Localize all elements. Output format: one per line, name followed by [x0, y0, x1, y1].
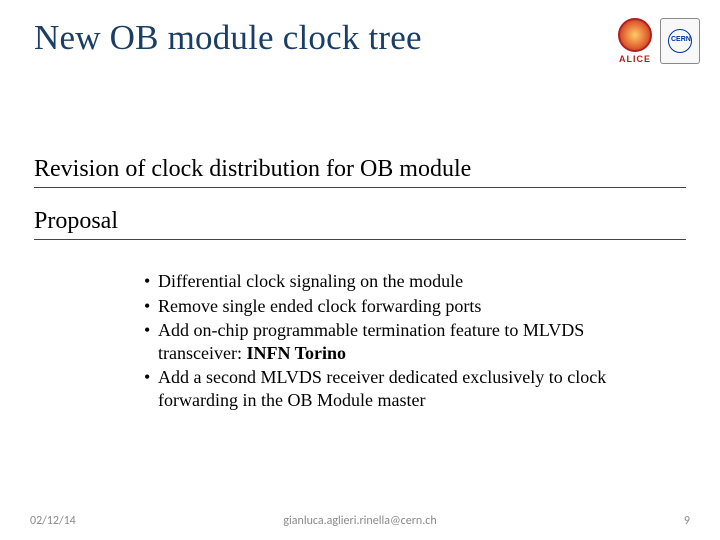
- cern-icon: CERN: [668, 29, 692, 53]
- footer-email: gianluca.aglieri.rinella@cern.ch: [0, 514, 720, 528]
- bullet-text: Remove single ended clock forwarding por…: [158, 296, 481, 316]
- cern-logo: CERN: [660, 18, 700, 64]
- alice-label: ALICE: [619, 54, 651, 64]
- list-item: Differential clock signaling on the modu…: [144, 270, 660, 293]
- list-item: Add on-chip programmable termination fea…: [144, 319, 660, 364]
- slide: New OB module clock tree ALICE CERN Revi…: [0, 0, 720, 540]
- bullet-text: Differential clock signaling on the modu…: [158, 271, 463, 291]
- footer: 02/12/14 gianluca.aglieri.rinella@cern.c…: [0, 508, 720, 528]
- bullet-text: Add on-chip programmable termination fea…: [158, 320, 584, 363]
- list-item: Add a second MLVDS receiver dedicated ex…: [144, 366, 660, 411]
- bullet-text: Add a second MLVDS receiver dedicated ex…: [158, 367, 606, 410]
- section-revision: Revision of clock distribution for OB mo…: [34, 156, 686, 188]
- footer-page-number: 9: [684, 514, 690, 528]
- bullet-list: Differential clock signaling on the modu…: [104, 270, 660, 413]
- list-item: Remove single ended clock forwarding por…: [144, 295, 660, 318]
- bullet-text-bold: INFN Torino: [246, 343, 346, 363]
- slide-title: New OB module clock tree: [34, 18, 422, 58]
- alice-icon: [618, 18, 652, 52]
- alice-logo: ALICE: [618, 18, 652, 64]
- logo-group: ALICE CERN: [618, 18, 700, 64]
- section-proposal: Proposal: [34, 208, 686, 240]
- cern-label: CERN: [671, 36, 691, 43]
